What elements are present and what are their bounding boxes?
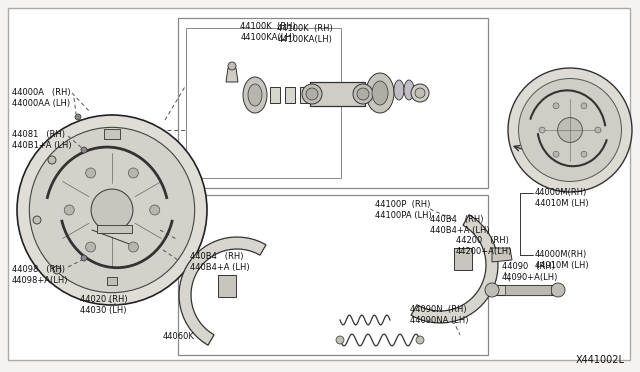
Ellipse shape — [243, 77, 267, 113]
Circle shape — [150, 205, 160, 215]
Text: 44100K  (RH)
44100KA(LH): 44100K (RH) 44100KA(LH) — [277, 24, 333, 44]
Circle shape — [557, 118, 582, 142]
Circle shape — [485, 283, 499, 297]
Text: 44060K: 44060K — [163, 332, 195, 341]
Bar — [178, 18, 488, 188]
Circle shape — [81, 147, 87, 153]
Circle shape — [17, 115, 207, 305]
Circle shape — [302, 84, 322, 104]
Bar — [107, 276, 117, 285]
Polygon shape — [226, 68, 238, 82]
Text: 44200   (RH)
44200+A(LH): 44200 (RH) 44200+A(LH) — [456, 236, 513, 256]
Text: X441002L: X441002L — [576, 355, 625, 365]
Bar — [270, 87, 280, 103]
Circle shape — [508, 68, 632, 192]
Circle shape — [53, 266, 61, 274]
Circle shape — [595, 127, 601, 133]
Ellipse shape — [404, 80, 414, 100]
Bar — [505, 285, 551, 295]
Circle shape — [86, 242, 95, 252]
Text: 44090N  (RH)
44090NA (LH): 44090N (RH) 44090NA (LH) — [410, 305, 468, 325]
Text: 440B4   (RH)
440B4+A (LH): 440B4 (RH) 440B4+A (LH) — [190, 252, 250, 272]
Text: 44100P  (RH)
44100PA (LH): 44100P (RH) 44100PA (LH) — [375, 200, 432, 220]
Polygon shape — [492, 248, 512, 262]
Circle shape — [415, 88, 425, 98]
Text: 44000M(RH)
44010M (LH): 44000M(RH) 44010M (LH) — [535, 250, 589, 270]
Circle shape — [91, 189, 133, 231]
Circle shape — [64, 205, 74, 215]
Text: 44090   (RH)
44090+A(LH): 44090 (RH) 44090+A(LH) — [502, 262, 558, 282]
Text: 44000M(RH)
44010M (LH): 44000M(RH) 44010M (LH) — [535, 188, 589, 208]
Bar — [285, 87, 295, 103]
Bar — [218, 275, 236, 297]
Text: 44100K  (RH)
44100KA(LH): 44100K (RH) 44100KA(LH) — [240, 22, 296, 42]
Circle shape — [581, 103, 587, 109]
Text: 44000A   (RH)
44000AA (LH): 44000A (RH) 44000AA (LH) — [12, 88, 70, 108]
Circle shape — [336, 336, 344, 344]
Text: 44020 (RH)
44030 (LH): 44020 (RH) 44030 (LH) — [80, 295, 127, 315]
Circle shape — [581, 151, 587, 157]
Text: 44098   (RH)
44098+A(LH): 44098 (RH) 44098+A(LH) — [12, 265, 68, 285]
Circle shape — [306, 88, 318, 100]
Circle shape — [553, 103, 559, 109]
Circle shape — [75, 114, 81, 120]
Circle shape — [539, 127, 545, 133]
Circle shape — [86, 168, 95, 178]
Text: 44081   (RH)
440B1+A (LH): 44081 (RH) 440B1+A (LH) — [12, 130, 72, 150]
Circle shape — [357, 88, 369, 100]
Polygon shape — [179, 237, 266, 345]
Circle shape — [553, 151, 559, 157]
Bar — [186, 28, 341, 178]
Circle shape — [353, 84, 373, 104]
Bar — [300, 87, 310, 103]
Bar — [97, 225, 132, 233]
Circle shape — [518, 78, 621, 182]
Circle shape — [129, 242, 138, 252]
Ellipse shape — [394, 80, 404, 100]
Circle shape — [29, 127, 195, 293]
Circle shape — [48, 156, 56, 164]
Circle shape — [551, 283, 565, 297]
Circle shape — [81, 255, 87, 261]
Circle shape — [129, 168, 138, 178]
Bar — [454, 248, 472, 270]
Ellipse shape — [248, 84, 262, 106]
Bar — [178, 195, 488, 355]
Circle shape — [411, 84, 429, 102]
Polygon shape — [411, 215, 498, 323]
Bar — [310, 82, 365, 106]
Circle shape — [416, 336, 424, 344]
Ellipse shape — [372, 81, 388, 105]
Circle shape — [228, 62, 236, 70]
Bar — [104, 129, 120, 139]
Circle shape — [33, 216, 41, 224]
Text: 440B4   (RH)
440B4+A (LH): 440B4 (RH) 440B4+A (LH) — [430, 215, 490, 235]
Bar — [490, 285, 560, 295]
Ellipse shape — [366, 73, 394, 113]
